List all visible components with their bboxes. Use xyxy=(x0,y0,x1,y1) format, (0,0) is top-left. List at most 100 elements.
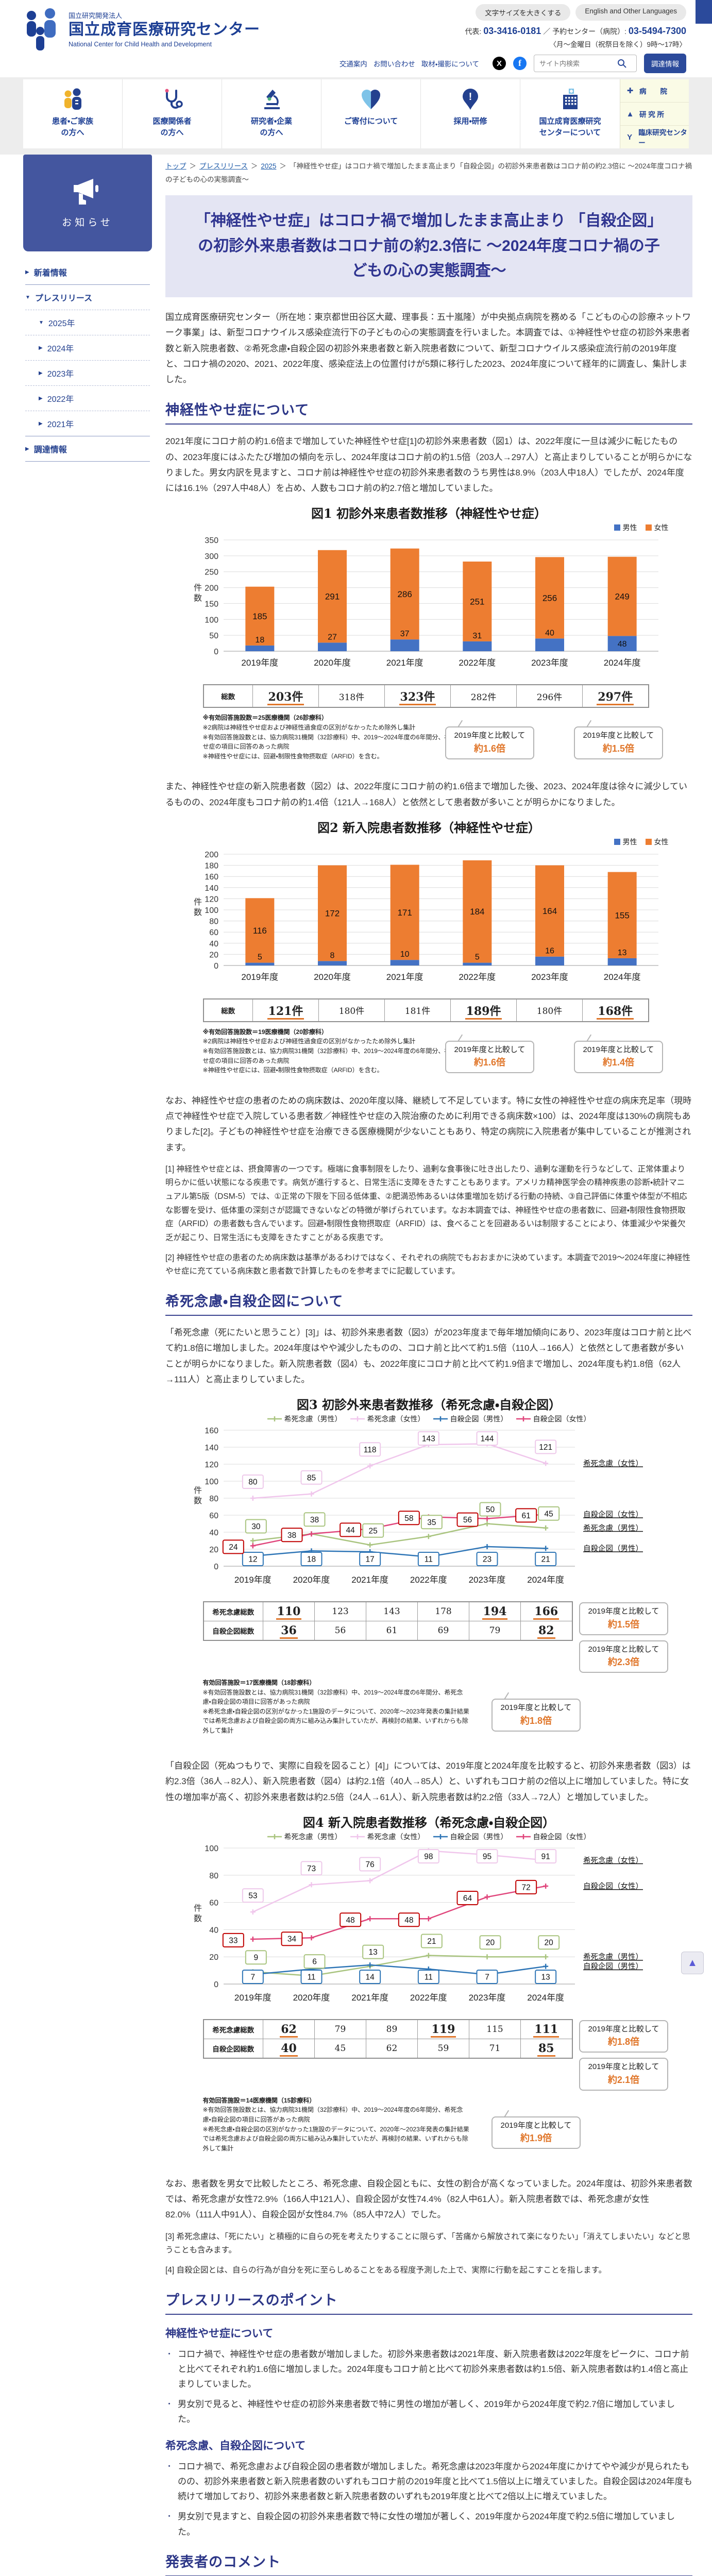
sidebar-item-プレスリリース[interactable]: ▼ プレスリリース xyxy=(25,285,150,310)
nav-side-item-1[interactable]: ▲ 研 究 所 xyxy=(620,103,689,126)
svg-text:143: 143 xyxy=(421,1435,435,1444)
sidebar-item-2025年[interactable]: ▼ 2025年 xyxy=(25,310,150,335)
svg-text:155: 155 xyxy=(615,910,629,920)
scroll-to-top-button[interactable]: ▲ xyxy=(681,1952,704,1974)
corner-widget-button[interactable] xyxy=(696,0,712,24)
logo-people-icon xyxy=(27,8,56,50)
comparison-callout: 2019年度と比較して 約2.3倍 xyxy=(579,1640,669,1673)
svg-text:0: 0 xyxy=(214,648,218,656)
table-cell: 143 xyxy=(366,1601,418,1622)
nav-side-item-0[interactable]: ✚ 病 院 xyxy=(620,79,689,103)
svg-text:100: 100 xyxy=(205,616,218,625)
table-cell: 89 xyxy=(366,2019,418,2039)
svg-text:2022年度: 2022年度 xyxy=(410,1575,447,1585)
sidebar-item-2021年[interactable]: ▶ 2021年 xyxy=(25,411,150,436)
sidebar-item-label: 2024年 xyxy=(47,345,74,353)
svg-text:76: 76 xyxy=(365,1860,374,1869)
table-cell: 85 xyxy=(520,2038,572,2059)
nav-item-2[interactable]: 研究者・企業 の方へ xyxy=(222,79,321,148)
breadcrumb-current: 「神経性やせ症」はコロナ禍で増加したまま高止まり「自殺企図」の初診外来患者数はコ… xyxy=(165,162,692,183)
table-cell: 61 xyxy=(366,1621,418,1641)
facebook-icon[interactable]: f xyxy=(513,57,527,70)
svg-text:60: 60 xyxy=(209,1512,218,1520)
nav-item-5[interactable]: 国立成育医療研究 センターについて xyxy=(520,79,620,148)
svg-text:25: 25 xyxy=(368,1527,377,1535)
chevron-down-icon: ▼ xyxy=(25,294,30,300)
svg-text:2019年度: 2019年度 xyxy=(241,658,278,668)
sidebar-divider xyxy=(25,360,150,361)
sidebar-divider xyxy=(25,385,150,386)
utility-link-0[interactable]: 交通案内 xyxy=(339,60,367,68)
legend-line-marker xyxy=(433,1834,448,1839)
breadcrumb-link[interactable]: プレスリリース xyxy=(199,162,248,170)
legend-自殺企図（男性）: 自殺企図（男性） xyxy=(433,1414,508,1424)
sidebar-item-2024年[interactable]: ▶ 2024年 xyxy=(25,335,150,360)
sidebar-item-調達情報[interactable]: ▶ 調達情報 xyxy=(25,436,150,461)
svg-text:80: 80 xyxy=(209,917,218,926)
points-suicidal-list: ・コロナ禍で、希死念慮および自殺企図の患者数が増加しました。希死念慮は2023年… xyxy=(165,2459,692,2539)
figure-data-table: 総数 203件 318件 323件 282件 296件 297件 xyxy=(202,684,649,708)
sidebar-item-2022年[interactable]: ▶ 2022年 xyxy=(25,386,150,411)
x-twitter-icon[interactable]: X xyxy=(493,57,506,70)
svg-text:2023年度: 2023年度 xyxy=(531,658,568,668)
site-logo[interactable]: 国立研究開発法人 国立成育医療研究センター National Center fo… xyxy=(23,8,260,53)
svg-text:291: 291 xyxy=(325,592,339,602)
table-row-label: 総数 xyxy=(203,998,253,1022)
breadcrumb-link[interactable]: トップ xyxy=(165,162,187,170)
breadcrumb-link[interactable]: 2025 xyxy=(261,162,277,170)
svg-text:17: 17 xyxy=(365,1555,374,1564)
sidebar-item-新着情報[interactable]: ▶ 新着情報 xyxy=(25,260,150,284)
svg-text:11: 11 xyxy=(424,1973,432,1981)
tel-reserve-number[interactable]: 03-5494-7300 xyxy=(628,26,686,36)
figure-3-legend: 希死念慮（男性） 希死念慮（女性） 自殺企図（男性） 自殺企図（女性） xyxy=(174,1414,684,1424)
sidebar-item-2023年[interactable]: ▶ 2023年 xyxy=(25,361,150,385)
utility-link-1[interactable]: お問い合わせ xyxy=(373,60,415,68)
tel-main-number[interactable]: 03-3416-0181 xyxy=(483,26,541,36)
utility-link-2[interactable]: 取材・撮影について xyxy=(421,60,479,68)
nav-item-3[interactable]: ご寄付について xyxy=(321,79,421,148)
table-cell: 166 xyxy=(520,1601,572,1622)
svg-text:85: 85 xyxy=(307,1473,315,1482)
section-heading-anorexia: 神経性やせ症について xyxy=(165,399,692,425)
svg-text:40: 40 xyxy=(209,1529,218,1537)
sidebar-banner-news[interactable]: お知らせ xyxy=(23,155,152,251)
nav-item-4[interactable]: ! 採用・研修 xyxy=(421,79,520,148)
chevron-down-icon: ▼ xyxy=(39,319,44,326)
language-button[interactable]: English and Other Languages xyxy=(575,4,686,21)
figure-1-legend: 男性 女性 xyxy=(174,522,669,533)
search-icon[interactable] xyxy=(617,58,627,69)
font-size-button[interactable]: 文字サイズを大きくする xyxy=(476,4,571,21)
figure-note-line: ※2病院は神経性やせ症および神経性過食症の区別がなかったため除外し集計 xyxy=(202,1038,416,1045)
svg-text:希死念慮（男性）: 希死念慮（男性） xyxy=(583,1953,643,1961)
legend-label: 自殺企図（男性） xyxy=(450,1415,508,1423)
nav-cells: 患者・ご家族 の方へ 医療関係者 の方へ 研究者・企業 の方へ ご寄付について! 採用・… xyxy=(23,79,620,148)
legend-label: 希死念慮（女性） xyxy=(367,1415,425,1423)
search-input[interactable] xyxy=(539,59,617,67)
figure-3-notes-area: 有効回答施設＝17医療機関（18診療科） ※有効回答施設数とは、協力病院31機関（… xyxy=(203,1678,684,1750)
svg-text:20: 20 xyxy=(209,1546,218,1554)
table-cell: 110 xyxy=(263,1601,315,1622)
table-row: 総数 121件 180件 181件 189件 180件 168件 xyxy=(203,998,649,1022)
figure-1-outpatient-anorexia: 図1 初診外来患者数推移（神経性やせ症） 男性 女性 0 50 100 150 200 25… xyxy=(174,503,684,771)
svg-text:50: 50 xyxy=(485,1505,495,1514)
figure-4-table-row: 希死念慮総数 62 79 89 119 115 111 自殺企図総数 40 45 62 59 71 85 2… xyxy=(202,2019,684,2091)
svg-text:20: 20 xyxy=(485,1939,495,1947)
nav-item-label: 患者・ご家族 の方へ xyxy=(52,117,94,137)
nav-side-item-2[interactable]: Y 臨床研究センター xyxy=(620,126,689,148)
emphasized-value: 85 xyxy=(537,2041,555,2057)
svg-text:60: 60 xyxy=(209,1899,218,1907)
emphasized-value: 168件 xyxy=(597,1004,634,1020)
table-cell: 79 xyxy=(469,1621,521,1641)
svg-text:7: 7 xyxy=(250,1973,255,1981)
callout-multiplier: 約1.5倍 xyxy=(607,1619,639,1630)
svg-text:50: 50 xyxy=(209,632,218,640)
procurement-button[interactable]: 調達情報 xyxy=(644,54,686,73)
bullet-icon: ・ xyxy=(165,2462,174,2471)
nav-item-0[interactable]: 患者・ご家族 の方へ xyxy=(23,79,123,148)
svg-text:件数: 件数 xyxy=(193,1904,201,1923)
svg-text:30: 30 xyxy=(251,1522,261,1531)
nav-item-1[interactable]: 医療関係者 の方へ xyxy=(123,79,222,148)
figure-note-line: ※神経性やせ症には、回避・制限性食物摂取症（ARFID）を含む。 xyxy=(202,752,383,760)
legend-label: 自殺企図（女性） xyxy=(533,1415,591,1423)
figure-1-notes-area: ※有効回答施設数＝25医療機関（26診療科） ※2病院は神経性やせ症および神経性過… xyxy=(203,713,684,771)
